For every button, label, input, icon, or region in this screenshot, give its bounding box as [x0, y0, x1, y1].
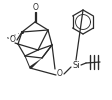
Text: Si: Si — [72, 60, 79, 70]
Polygon shape — [29, 58, 42, 69]
Text: O: O — [10, 36, 16, 44]
Text: O: O — [57, 70, 62, 78]
Text: O: O — [33, 4, 39, 12]
